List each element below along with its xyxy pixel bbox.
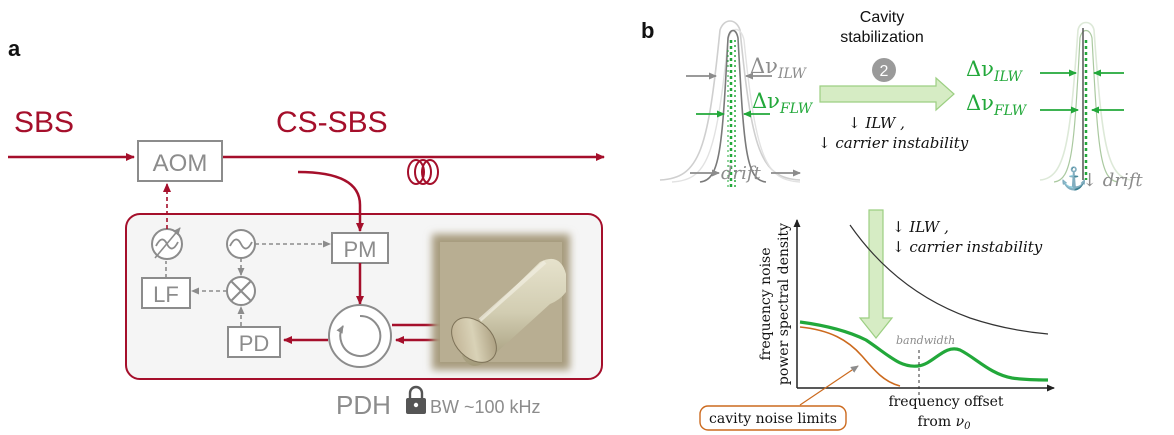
fiber-coil-icon	[407, 159, 439, 185]
pd-box	[227, 326, 281, 358]
signal-paths	[165, 240, 331, 326]
cavity-noise-label: cavity noise limits	[709, 411, 837, 427]
panel-a-label: a	[8, 36, 21, 61]
cavity-noise-curve	[799, 326, 901, 387]
ylabel-line2: power spectral density	[776, 223, 792, 385]
delta-nu-flw-left: ΔνFLW	[752, 89, 814, 117]
vco-icon	[151, 227, 183, 260]
pm-box	[331, 232, 389, 264]
lf-box	[141, 277, 191, 309]
pdh-label: PDH	[336, 390, 391, 420]
cavity-noise-pointer	[799, 365, 859, 406]
stabilized-noise-curve	[799, 320, 1049, 382]
ilw-reduce-plot: ↓ ILW ,	[892, 218, 949, 236]
panel-b: b ΔνILW ΔνFLW drift Cavity stabilization…	[641, 9, 1143, 432]
pm-label: PM	[344, 237, 377, 262]
sbs-label: SBS	[14, 106, 74, 139]
lock-icon	[406, 385, 426, 414]
pd-label: PD	[239, 331, 270, 356]
free-running-noise-curve	[849, 224, 1049, 335]
ylabel-line1: frequency noise	[758, 247, 774, 360]
carrier-reduce-plot: ↓ carrier instability	[892, 238, 1043, 256]
aom-box	[137, 140, 223, 182]
cavity-noise-box	[699, 405, 847, 431]
stabilization-arrow	[819, 76, 955, 112]
step-number: 2	[880, 63, 889, 80]
linewidth-before	[659, 20, 801, 188]
bandwidth-text: bandwidth	[896, 334, 955, 347]
cs-sbs-label: CS-SBS	[276, 106, 388, 139]
noise-reduction-arrow	[858, 209, 894, 339]
pickoff-beam	[297, 170, 364, 232]
anchor-icon: ⚓	[1060, 166, 1087, 191]
mixer-icon	[226, 276, 256, 306]
drift-label: drift	[721, 163, 762, 184]
drift-reduced-label: ↓ drift	[1082, 170, 1143, 191]
delta-nu-flw-right: ΔνFLW	[966, 91, 1028, 119]
cavity-label-line1: Cavity	[860, 9, 904, 26]
oscillator-icon	[226, 229, 256, 259]
bandwidth-label: BW ~100 kHz	[430, 397, 541, 417]
aom-label: AOM	[153, 150, 208, 177]
lf-label: LF	[153, 282, 179, 307]
step-badge	[872, 58, 896, 82]
panel-b-label: b	[641, 18, 654, 43]
ilw-reduce-top: ↓ ILW ,	[848, 114, 905, 132]
delta-nu-ilw-right: ΔνILW	[966, 57, 1024, 85]
linewidth-after	[1039, 21, 1133, 183]
delta-nu-ilw-left: ΔνILW	[750, 54, 808, 82]
xlabel-line2: from ν0	[918, 414, 972, 432]
panel-a: a SBS CS-SBS AOM PM	[8, 36, 605, 420]
cavity-photo	[432, 234, 570, 370]
xlabel-line1: frequency offset	[888, 394, 1003, 410]
carrier-reduce-top: ↓ carrier instability	[818, 134, 969, 152]
circulator-icon	[328, 304, 392, 368]
cavity-label-line2: stabilization	[840, 29, 924, 46]
